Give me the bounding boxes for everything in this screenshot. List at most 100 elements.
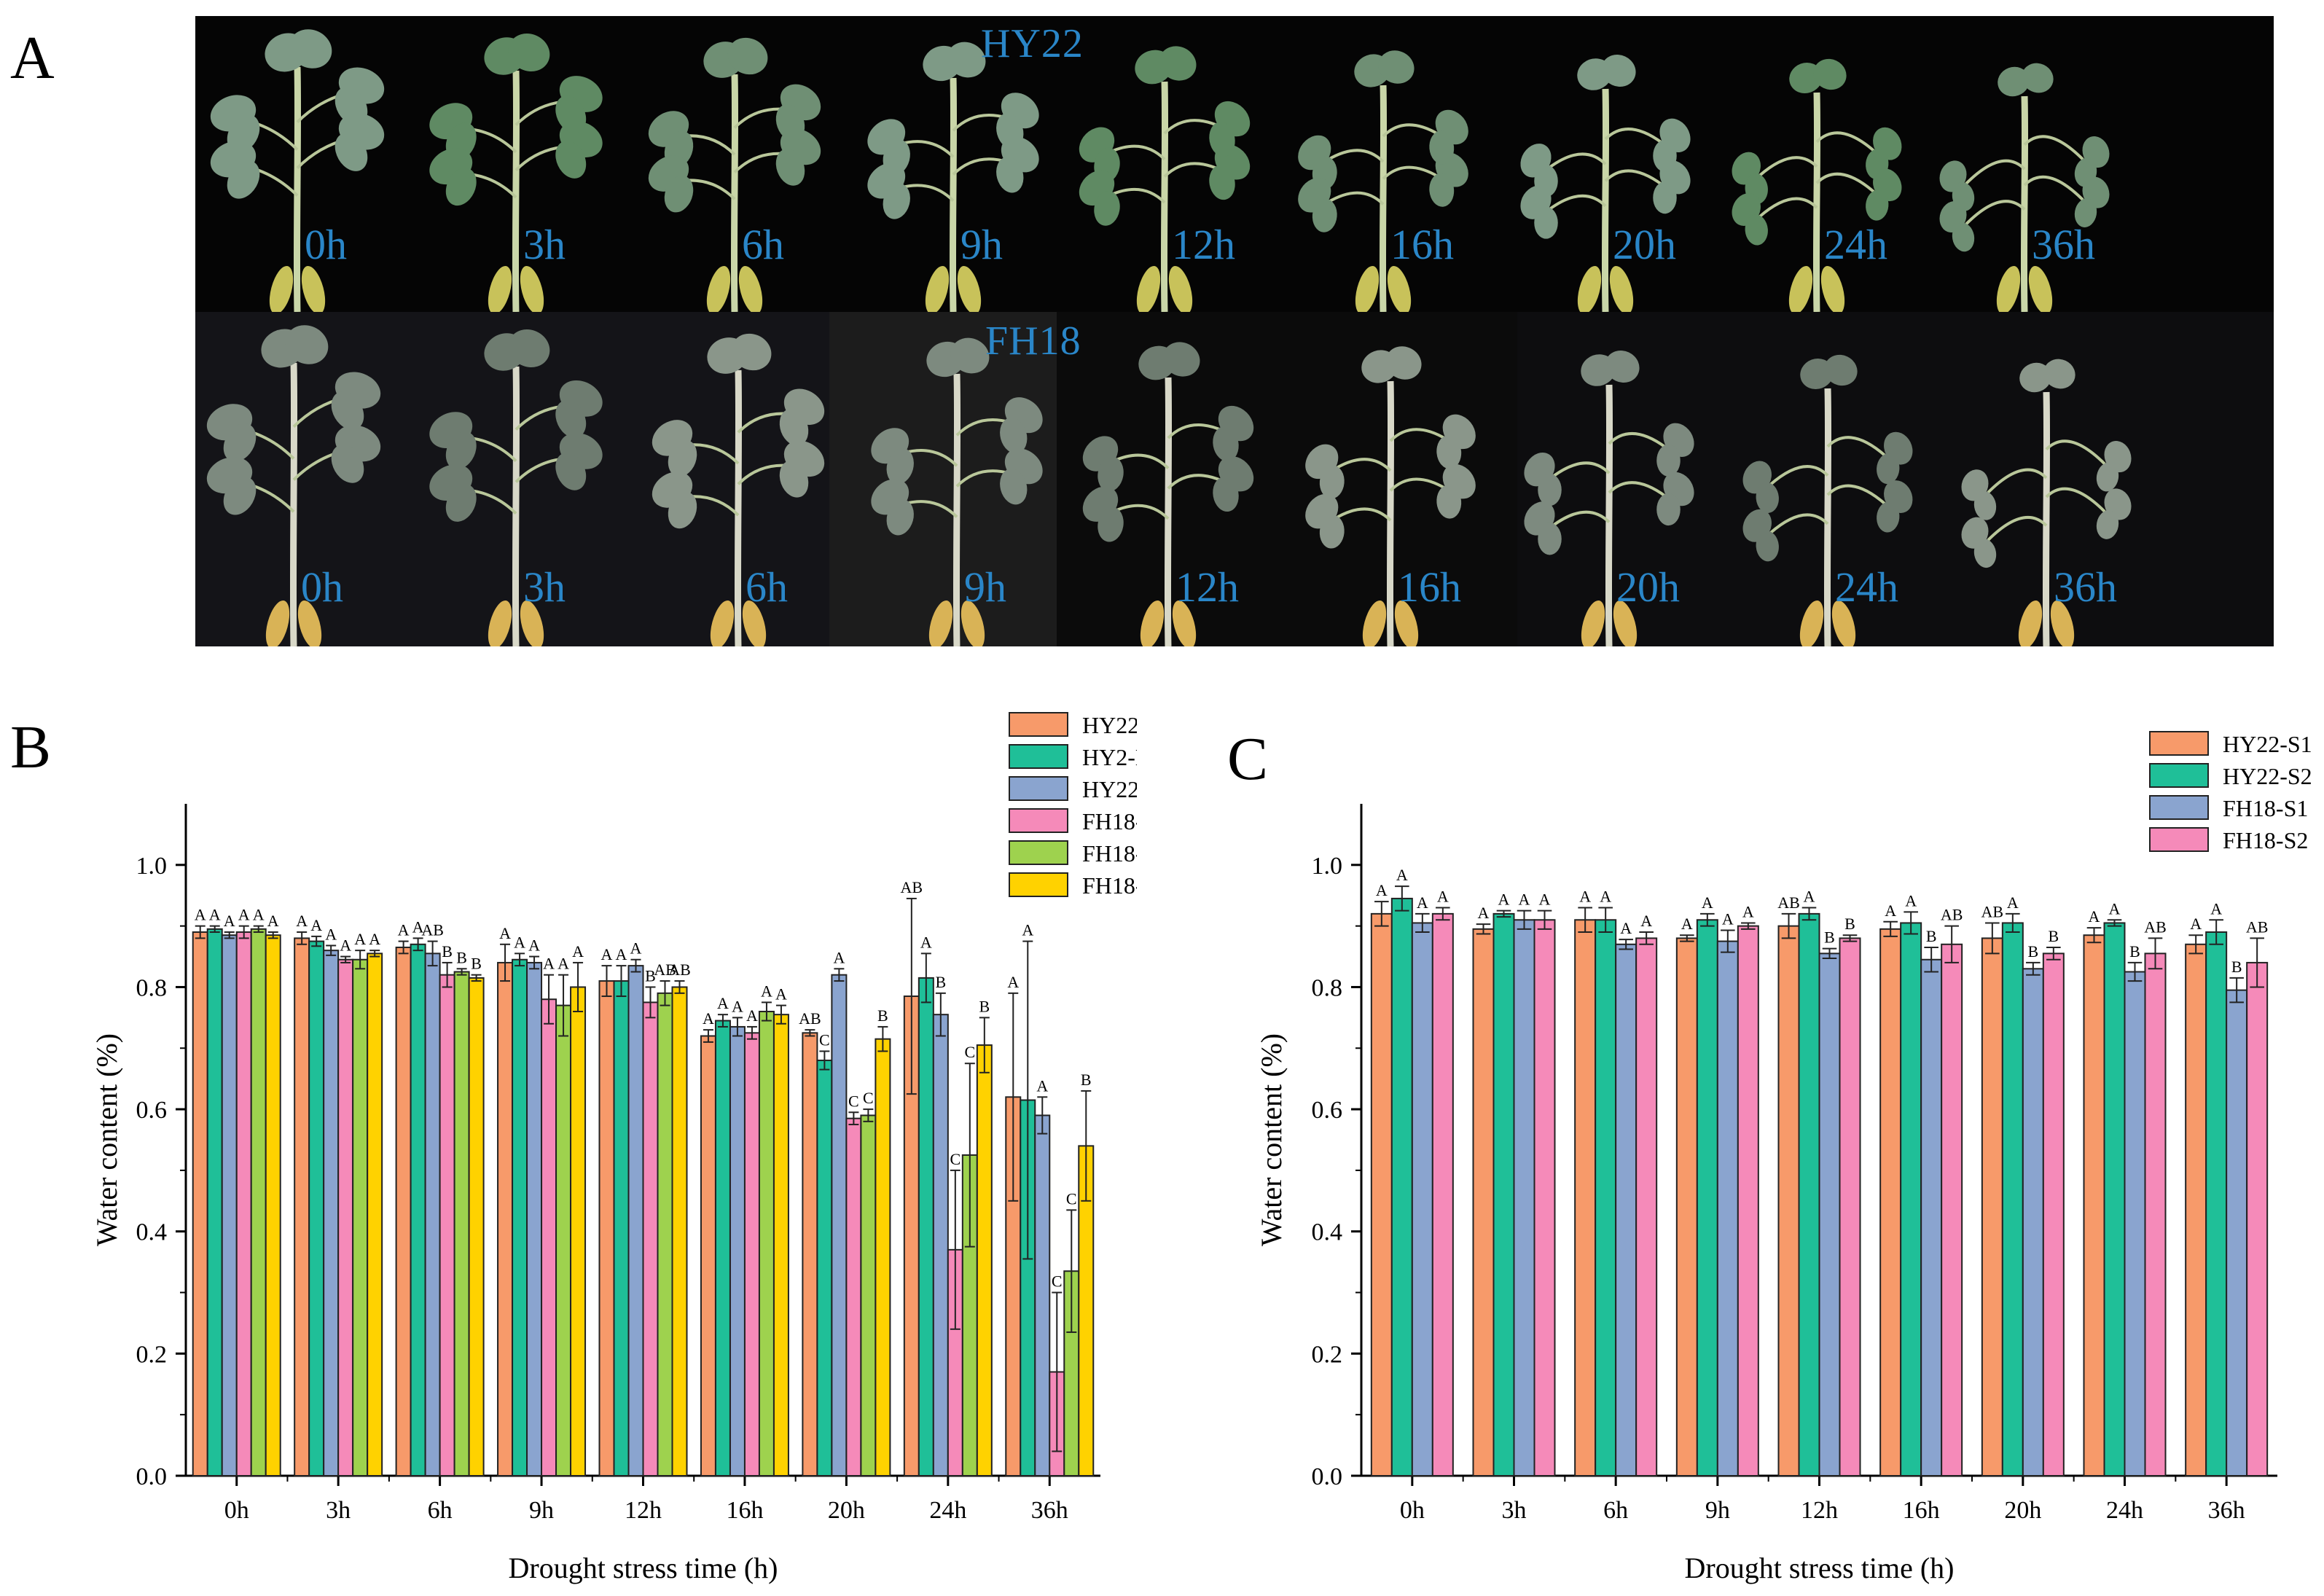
bar-hy22-s1 — [1675, 937, 1698, 1476]
bar-hy2-l2 — [410, 943, 426, 1477]
bar-fh18-s2 — [1431, 912, 1454, 1476]
petiole — [1548, 194, 1607, 211]
leaflet — [1813, 58, 1847, 90]
time-label: 3h — [523, 563, 566, 611]
legend-label: FH18-L2 — [1082, 840, 1137, 867]
bar-hy22-l1 — [700, 1035, 716, 1476]
significance-letter: A — [703, 1009, 714, 1028]
bar-hy22-s1 — [1370, 912, 1393, 1476]
significance-letter: A — [2190, 915, 2202, 933]
significance-letter: A — [2089, 907, 2100, 926]
petiole — [1769, 465, 1829, 486]
photo-row-fh18: 0h 3h 6h 9h 12h 16h 20h 24h 36h — [195, 312, 2274, 646]
time-label: 3h — [523, 221, 566, 268]
x-tick-label: 36h — [2208, 1497, 2245, 1524]
x-tick-label: 24h — [2106, 1497, 2143, 1524]
significance-letter: B — [1844, 915, 1855, 933]
x-tick-label: 12h — [1801, 1497, 1838, 1524]
seedling-photo: 12h — [1063, 16, 1281, 315]
significance-letter: C — [964, 1043, 975, 1061]
bar-fh18-s1 — [2022, 968, 2044, 1476]
leaflet — [1973, 490, 1997, 520]
petiole — [1758, 197, 1818, 219]
leaflet — [445, 431, 477, 469]
significance-letter: A — [572, 942, 584, 961]
petiole — [1815, 172, 1876, 194]
bar-fh18-l2 — [352, 958, 369, 1476]
bar-hy22-s2 — [1900, 922, 1922, 1477]
significance-letter: C — [819, 1030, 830, 1049]
significance-letter: A — [1417, 893, 1428, 912]
leaflet — [1136, 265, 1161, 315]
significance-letter: B — [1926, 927, 1937, 945]
leaflet — [1172, 600, 1197, 646]
legend-swatch — [1009, 840, 1068, 865]
legend-swatch — [1009, 872, 1068, 897]
leaflet — [334, 133, 368, 171]
seedling-drawing — [652, 333, 825, 646]
bar-hy22-l1 — [497, 961, 514, 1477]
significance-letter: A — [1905, 891, 1917, 910]
bar-fh18-l2 — [860, 1114, 877, 1476]
x-tick-label: 12h — [625, 1497, 662, 1524]
bar-fh18-l2 — [250, 928, 267, 1476]
seedling-photo: 16h — [1288, 312, 1507, 646]
leaflet — [1613, 600, 1638, 646]
leaflet — [925, 265, 950, 315]
significance-letter: A — [499, 924, 511, 942]
leaflet — [886, 499, 914, 536]
bar-hy22-s1 — [2083, 934, 2105, 1476]
x-axis-title: Drought stress time (h) — [1685, 1552, 1955, 1584]
bar-fh18-l1 — [845, 1117, 862, 1476]
stem — [1823, 388, 1832, 646]
seedling-photo: 9h — [855, 312, 1073, 646]
legend-swatch — [2149, 731, 2209, 756]
leaflet — [265, 600, 290, 646]
bar-fh18-s2 — [1941, 943, 1963, 1477]
leaflet — [960, 600, 985, 646]
leaflet — [1788, 265, 1813, 315]
petiole — [1113, 504, 1170, 520]
legend-swatch — [1009, 744, 1068, 769]
leaflet — [1436, 435, 1462, 469]
leaflet — [1799, 600, 1824, 646]
leaflet — [1213, 477, 1239, 512]
seedling-drawing — [871, 337, 1043, 646]
seedling-drawing — [429, 34, 603, 315]
bar-fh18-s2 — [2246, 961, 2269, 1477]
petiole — [1167, 423, 1224, 439]
significance-letter: B — [2129, 942, 2140, 961]
leaflet — [1319, 515, 1345, 549]
leaflet — [1162, 342, 1200, 377]
bar-hy22-s2 — [1696, 919, 1718, 1477]
time-label: 24h — [1824, 221, 1887, 268]
legend-swatch — [1009, 776, 1068, 801]
significance-letter: AB — [901, 878, 923, 896]
petiole — [1987, 468, 2048, 494]
bar-hy22-s1 — [1777, 925, 1800, 1476]
seedling-photo: 9h — [851, 16, 1070, 315]
stem — [512, 70, 520, 313]
bar-hy22-l1 — [395, 946, 412, 1476]
significance-letter: A — [775, 985, 787, 1004]
leaflet — [947, 42, 986, 78]
bar-fh18-l3 — [875, 1038, 891, 1476]
time-label: 12h — [1172, 221, 1235, 268]
significance-letter: A — [398, 921, 410, 939]
significance-letter: A — [1036, 1076, 1048, 1095]
petiole — [1552, 461, 1611, 478]
petiole — [1608, 481, 1667, 498]
legend-label: HY22-S1 — [2223, 731, 2312, 757]
significance-letter: A — [1742, 902, 1754, 920]
petiole — [2045, 487, 2106, 513]
seedling-drawing — [1961, 359, 2132, 646]
panel-b-label: B — [10, 713, 52, 781]
time-label: 9h — [960, 221, 1003, 268]
significance-letter: A — [253, 906, 265, 924]
bar-hy22-s1 — [1574, 919, 1597, 1477]
significance-letter: AB — [654, 961, 676, 979]
significance-letter: C — [848, 1092, 859, 1110]
bar-hy2-l2 — [512, 958, 528, 1476]
leaflet — [1653, 181, 1677, 214]
legend-swatch — [2149, 827, 2209, 852]
